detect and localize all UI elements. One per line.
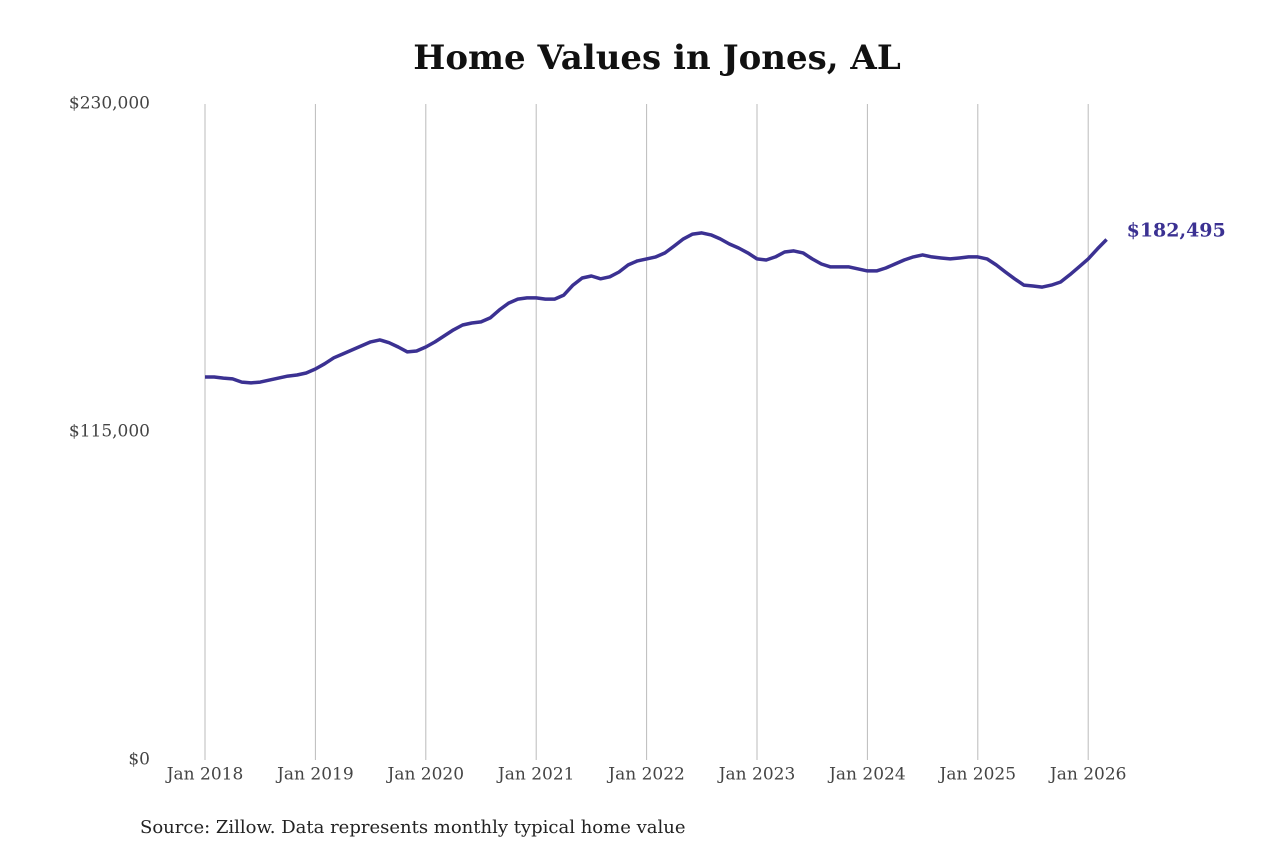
x-tick-label: Jan 2023	[717, 765, 796, 785]
x-tick-label: Jan 2018	[165, 765, 244, 785]
end-value-label: $182,495	[1127, 219, 1226, 241]
x-tick-label: Jan 2022	[606, 765, 685, 785]
x-tick-label: Jan 2025	[938, 765, 1017, 785]
y-tick-label: $230,000	[69, 94, 150, 114]
chart-title: Home Values in Jones, AL	[413, 38, 901, 78]
y-tick-label: $0	[128, 750, 150, 770]
x-tick-label: Jan 2024	[827, 765, 906, 785]
source-note: Source: Zillow. Data represents monthly …	[140, 817, 686, 838]
y-tick-label: $115,000	[69, 422, 150, 442]
x-tick-label: Jan 2021	[496, 765, 575, 785]
x-tick-label: Jan 2026	[1048, 765, 1127, 785]
x-tick-label: Jan 2020	[386, 765, 465, 785]
x-tick-label: Jan 2019	[275, 765, 354, 785]
line-series	[205, 231, 1108, 385]
